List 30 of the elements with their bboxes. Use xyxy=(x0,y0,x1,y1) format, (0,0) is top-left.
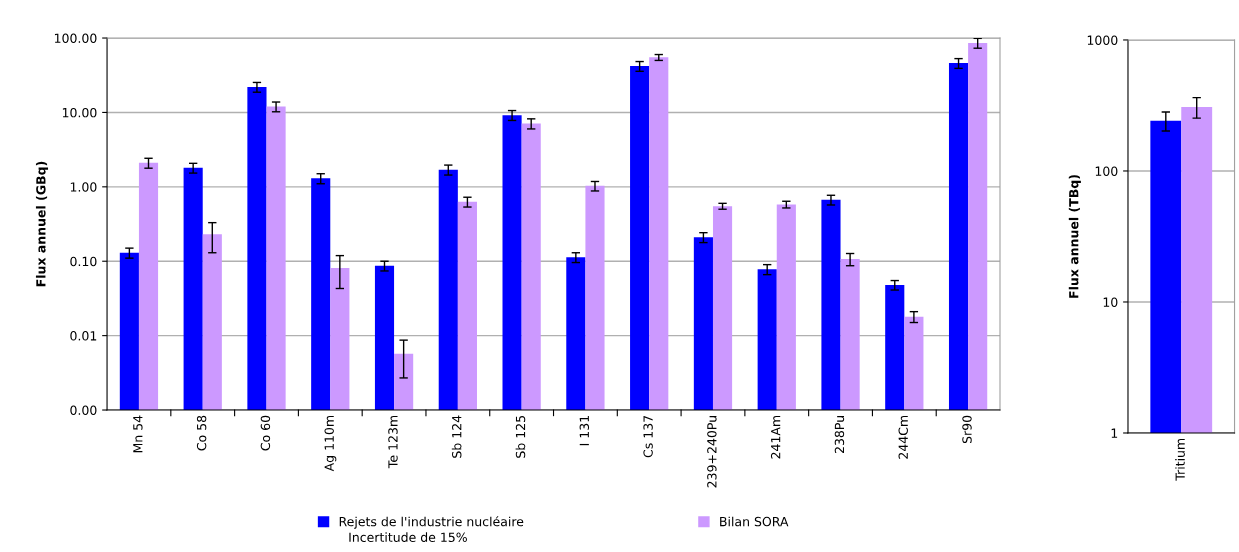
y-tick-label: 1.00 xyxy=(70,182,97,192)
y-tick-label: 10.00 xyxy=(62,107,97,118)
x-tick-label: Cs 137 xyxy=(643,415,653,458)
legend-label: Bilan SORA xyxy=(720,516,789,527)
x-tick-label: Sr90 xyxy=(962,415,972,444)
y-tick-label: 100.00 xyxy=(54,33,97,43)
x-tick-label: Co 60 xyxy=(260,415,271,451)
y-tick-label: 100 xyxy=(1095,166,1118,176)
y-tick-label: 1 xyxy=(1111,428,1118,438)
x-tick-label: 238Pu xyxy=(834,416,845,454)
y-axis-title: Flux annuel (GBq) xyxy=(35,161,49,287)
x-tick-label: Te 123m xyxy=(388,415,398,469)
y-tick-label: 1000 xyxy=(1087,35,1118,45)
x-tick-label: 244Cm xyxy=(898,415,908,459)
y-tick-label: 0.01 xyxy=(70,331,97,341)
x-tick-label: Mn 54 xyxy=(133,415,143,453)
x-tick-label: Tritium xyxy=(1175,438,1185,481)
x-tick-label: Ag 110m xyxy=(324,415,337,472)
x-tick-label: 241Am xyxy=(770,415,781,459)
y-tick-label: 10 xyxy=(1103,297,1118,307)
x-tick-label: I 131 xyxy=(579,416,590,446)
x-tick-label: Sb 124 xyxy=(451,415,462,458)
text: Incertitude de 15% xyxy=(349,532,467,542)
y-tick-label: 0.00 xyxy=(70,405,97,415)
legend-label: Rejets de l'industrie nucléaire xyxy=(339,516,524,529)
x-tick-label: Sb 125 xyxy=(515,415,526,458)
y-axis-title: Flux annuel (TBq) xyxy=(1068,175,1081,298)
x-tick-label: 239+240Pu xyxy=(707,416,717,488)
y-tick-label: 0.10 xyxy=(70,256,97,267)
x-tick-label: Co 58 xyxy=(196,415,207,451)
